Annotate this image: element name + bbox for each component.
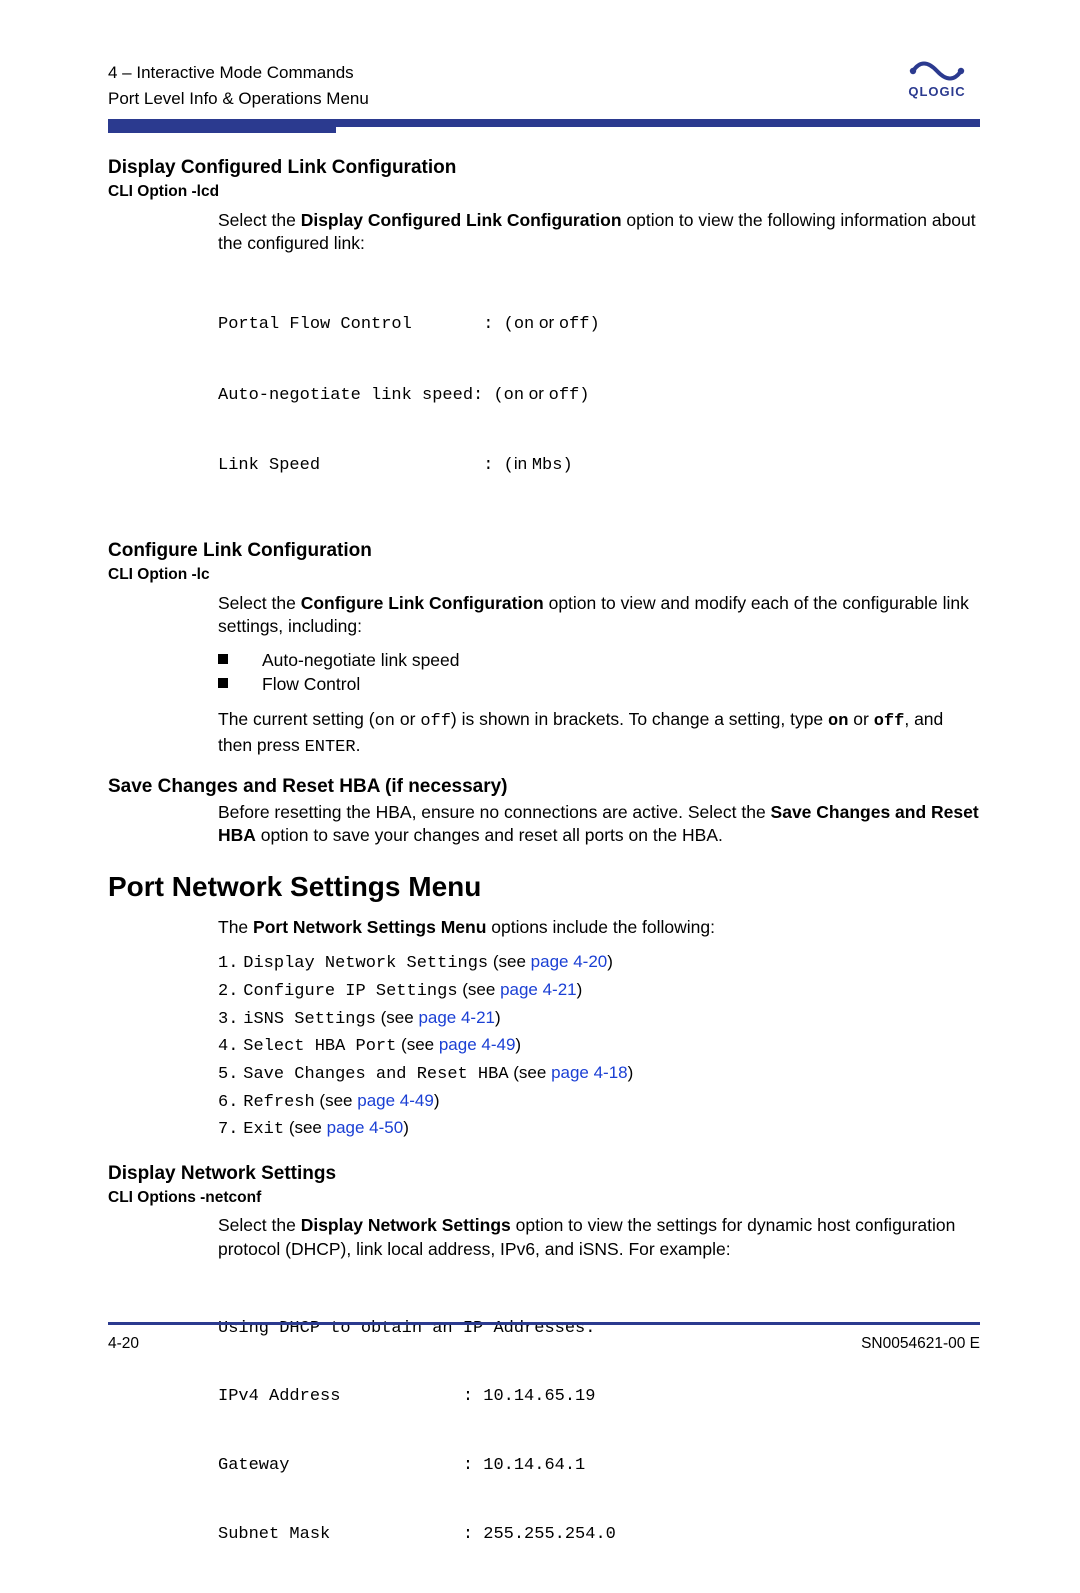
header-text: 4 – Interactive Mode Commands Port Level… xyxy=(108,60,369,111)
menu-item: 7. Exit (see page 4-50) xyxy=(218,1115,980,1143)
page-link[interactable]: page 4-49 xyxy=(439,1035,516,1054)
section-title-dns: Display Network Settings xyxy=(108,1161,980,1187)
page-content: Display Configured Link Configuration CL… xyxy=(108,155,980,1593)
section-title-clc: Configure Link Configuration xyxy=(108,538,980,564)
page-link[interactable]: page 4-21 xyxy=(500,980,577,999)
footer-rule xyxy=(108,1322,980,1325)
clc-p2: The current setting (on or off) is shown… xyxy=(218,708,980,760)
pns-intro: The Port Network Settings Menu options i… xyxy=(218,916,980,940)
menu-item: 5. Save Changes and Reset HBA (see page … xyxy=(218,1060,980,1088)
brand-logo-text: QLOGIC xyxy=(908,84,965,99)
page-link[interactable]: page 4-20 xyxy=(531,952,608,971)
section-title-save: Save Changes and Reset HBA (if necessary… xyxy=(108,774,980,800)
menu-item: 4. Select HBA Port (see page 4-49) xyxy=(218,1032,980,1060)
clc-bullet-2: Flow Control xyxy=(218,673,980,697)
dns-intro: Select the Display Network Settings opti… xyxy=(218,1214,980,1261)
section-sub-dns: CLI Options -netconf xyxy=(108,1188,980,1209)
page-footer: 4-20 SN0054621-00 E xyxy=(108,1322,980,1353)
dns-row-4: Subnet Mask : 255.255.254.0 xyxy=(218,1524,980,1547)
dclc-row-2: Auto-negotiate link speed: (on or off) xyxy=(218,383,980,408)
save-p: Before resetting the HBA, ensure no conn… xyxy=(218,801,980,848)
brand-logo: QLOGIC xyxy=(894,60,980,99)
header-rule xyxy=(108,119,980,127)
footer-doc-id: SN0054621-00 E xyxy=(861,1335,980,1353)
h1-port-network-settings: Port Network Settings Menu xyxy=(108,868,980,906)
dns-row-2: IPv4 Address : 10.14.65.19 xyxy=(218,1386,980,1409)
document-page: 4 – Interactive Mode Commands Port Level… xyxy=(0,0,1080,1397)
page-link[interactable]: page 4-21 xyxy=(418,1008,495,1027)
footer-page-number: 4-20 xyxy=(108,1335,139,1353)
dns-output: Using DHCP to obtain an IP Addresses. IP… xyxy=(218,1272,980,1593)
section-sub-dclc: CLI Option -lcd xyxy=(108,182,980,203)
header-line-1: 4 – Interactive Mode Commands xyxy=(108,60,369,86)
page-header: 4 – Interactive Mode Commands Port Level… xyxy=(108,60,980,111)
clc-intro: Select the Configure Link Configuration … xyxy=(218,592,980,639)
qlogic-logo-icon xyxy=(909,60,965,82)
section-title-dclc: Display Configured Link Configuration xyxy=(108,155,980,181)
dclc-row-1: Portal Flow Control : (on or off) xyxy=(218,312,980,337)
section-sub-clc: CLI Option -lc xyxy=(108,565,980,586)
dclc-row-3: Link Speed : (in Mbs) xyxy=(218,453,980,478)
page-link[interactable]: page 4-49 xyxy=(357,1091,434,1110)
dclc-output: Portal Flow Control : (on or off) Auto-n… xyxy=(218,266,980,524)
pns-menu-list: 1. Display Network Settings (see page 4-… xyxy=(218,949,980,1142)
menu-item: 6. Refresh (see page 4-49) xyxy=(218,1088,980,1116)
page-link[interactable]: page 4-18 xyxy=(551,1063,628,1082)
menu-item: 1. Display Network Settings (see page 4-… xyxy=(218,949,980,977)
dclc-intro: Select the Display Configured Link Confi… xyxy=(218,209,980,256)
clc-bullet-1: Auto-negotiate link speed xyxy=(218,649,980,673)
clc-bullets: Auto-negotiate link speed Flow Control xyxy=(218,649,980,696)
header-line-2: Port Level Info & Operations Menu xyxy=(108,86,369,112)
menu-item: 3. iSNS Settings (see page 4-21) xyxy=(218,1005,980,1033)
menu-item: 2. Configure IP Settings (see page 4-21) xyxy=(218,977,980,1005)
page-link[interactable]: page 4-50 xyxy=(327,1118,404,1137)
dns-row-3: Gateway : 10.14.64.1 xyxy=(218,1455,980,1478)
